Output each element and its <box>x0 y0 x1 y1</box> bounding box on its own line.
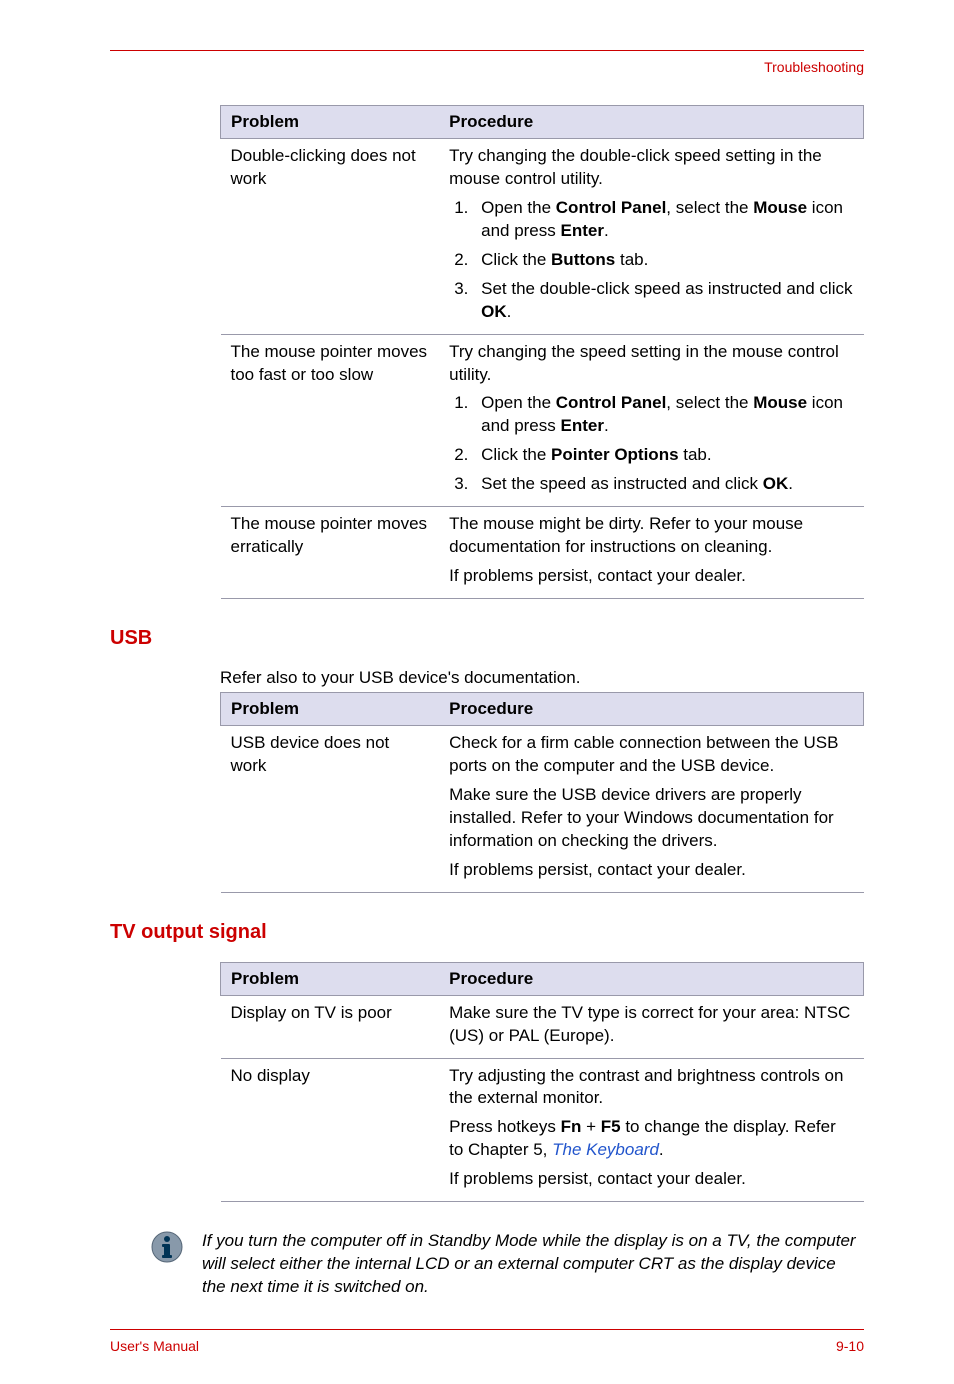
col-problem: Problem <box>221 962 440 995</box>
cell-procedure: Try adjusting the contrast and brightnes… <box>439 1058 863 1202</box>
col-problem: Problem <box>221 693 440 726</box>
table-row: Display on TV is poor Make sure the TV t… <box>221 995 864 1058</box>
col-procedure: Procedure <box>439 962 863 995</box>
cell-problem: No display <box>221 1058 440 1202</box>
tv-table: Problem Procedure Display on TV is poor … <box>220 962 864 1203</box>
cell-procedure: Try changing the speed setting in the mo… <box>439 334 863 507</box>
note-block: If you turn the computer off in Standby … <box>150 1230 864 1299</box>
table-row: USB device does not work Check for a fir… <box>221 726 864 893</box>
table-row: The mouse pointer moves too fast or too … <box>221 334 864 507</box>
mouse-table: Problem Procedure Double-clicking does n… <box>220 105 864 599</box>
table-row: The mouse pointer moves erratically The … <box>221 507 864 599</box>
table-row: No display Try adjusting the contrast an… <box>221 1058 864 1202</box>
footer: User's Manual 9-10 <box>110 1329 864 1354</box>
usb-heading: USB <box>110 627 864 650</box>
cell-problem: The mouse pointer moves erratically <box>221 507 440 599</box>
cell-problem: USB device does not work <box>221 726 440 893</box>
footer-right: 9-10 <box>836 1338 864 1354</box>
footer-left: User's Manual <box>110 1338 199 1354</box>
info-icon <box>150 1230 184 1269</box>
cell-procedure: Check for a firm cable connection betwee… <box>439 726 863 893</box>
tv-heading: TV output signal <box>110 921 864 944</box>
usb-intro: Refer also to your USB device's document… <box>220 668 864 688</box>
cell-procedure: The mouse might be dirty. Refer to your … <box>439 507 863 599</box>
cell-procedure: Try changing the double-click speed sett… <box>439 139 863 335</box>
col-procedure: Procedure <box>439 693 863 726</box>
col-problem: Problem <box>221 106 440 139</box>
cell-problem: Double-clicking does not work <box>221 139 440 335</box>
table-row: Double-clicking does not work Try changi… <box>221 139 864 335</box>
col-procedure: Procedure <box>439 106 863 139</box>
note-text: If you turn the computer off in Standby … <box>202 1230 864 1299</box>
cell-problem: Display on TV is poor <box>221 995 440 1058</box>
usb-table: Problem Procedure USB device does not wo… <box>220 692 864 893</box>
cell-problem: The mouse pointer moves too fast or too … <box>221 334 440 507</box>
cell-procedure: Make sure the TV type is correct for you… <box>439 995 863 1058</box>
header-section: Troubleshooting <box>110 59 864 75</box>
